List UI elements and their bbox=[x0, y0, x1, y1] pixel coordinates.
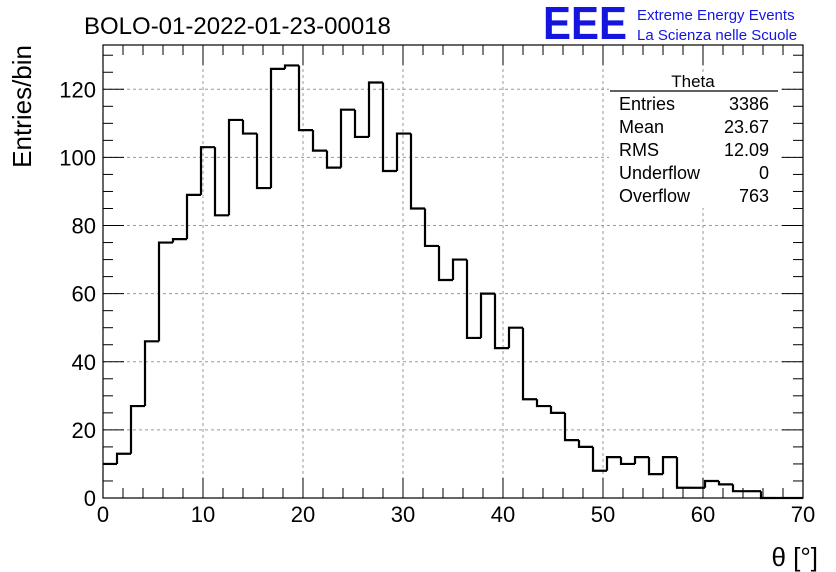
histogram-bin bbox=[227, 118, 243, 216]
histogram-bin bbox=[423, 208, 439, 248]
histogram-bin bbox=[479, 292, 495, 338]
histogram-bin bbox=[633, 456, 649, 464]
histogram-bin bbox=[703, 479, 719, 488]
x-tick-label: 30 bbox=[391, 502, 415, 527]
histogram-bin bbox=[717, 480, 733, 486]
x-tick-label: 0 bbox=[97, 502, 109, 527]
x-tick-label: 50 bbox=[591, 502, 615, 527]
grid-layer bbox=[103, 45, 803, 498]
y-tick-label: 120 bbox=[59, 77, 96, 102]
stats-value-entries: 3386 bbox=[729, 94, 769, 114]
tick-layer bbox=[102, 45, 804, 499]
histogram-bin bbox=[591, 446, 607, 472]
x-tick-label: 20 bbox=[291, 502, 315, 527]
histogram-bin bbox=[437, 245, 453, 282]
stats-value-rms: 12.09 bbox=[724, 140, 769, 160]
histogram-bin bbox=[605, 456, 621, 471]
histogram-bin bbox=[157, 241, 173, 342]
chart-title: BOLO-01-2022-01-23-00018 bbox=[84, 13, 391, 40]
histogram-bin bbox=[353, 109, 369, 139]
x-axis-label: θ [°] bbox=[771, 542, 818, 572]
x-tick-label: 40 bbox=[491, 502, 515, 527]
histogram-bin bbox=[171, 238, 187, 243]
histogram-bin bbox=[255, 133, 271, 190]
stats-label-entries: Entries bbox=[619, 94, 675, 114]
histogram-bin bbox=[283, 64, 299, 69]
stats-label-mean: Mean bbox=[619, 117, 664, 137]
histogram-bin bbox=[563, 412, 579, 442]
stats-box: Theta Entries 3386 Mean 23.67 RMS 12.09 … bbox=[609, 72, 779, 208]
histogram-bin bbox=[381, 82, 397, 173]
histogram-bin bbox=[493, 293, 509, 350]
histogram-bin bbox=[269, 67, 285, 189]
histogram-bin bbox=[675, 457, 691, 489]
stats-value-overflow: 763 bbox=[739, 186, 769, 206]
histogram-bin bbox=[577, 440, 593, 449]
y-tick-label: 0 bbox=[84, 486, 96, 511]
y-tick-label: 100 bbox=[59, 145, 96, 170]
histogram-bin bbox=[325, 150, 341, 169]
histogram-bin bbox=[213, 147, 229, 217]
histogram-layer bbox=[103, 64, 803, 500]
stats-value-mean: 23.67 bbox=[724, 117, 769, 137]
stats-label-overflow: Overflow bbox=[619, 186, 691, 206]
histogram-bin bbox=[521, 327, 537, 401]
histogram-bin bbox=[199, 146, 215, 195]
histogram-bin bbox=[143, 340, 159, 407]
x-tick-label: 10 bbox=[191, 502, 215, 527]
tick-label-layer: 0 10 20 30 40 50 60 70 0 20 40 60 80 100 120 bbox=[59, 77, 815, 527]
stats-label-rms: RMS bbox=[619, 140, 659, 160]
y-tick-label: 40 bbox=[72, 350, 96, 375]
histogram-bin bbox=[409, 133, 425, 210]
y-axis-label: Entries/bin bbox=[7, 45, 37, 168]
logo-line-1: Extreme Energy Events bbox=[637, 7, 795, 24]
histogram-bin bbox=[129, 404, 145, 454]
histogram-bin bbox=[731, 484, 747, 493]
y-tick-label: 60 bbox=[72, 282, 96, 307]
logo-line-2: La Scienza nelle Scuole bbox=[637, 27, 797, 44]
histogram-bin bbox=[507, 326, 523, 349]
histogram-bin bbox=[241, 119, 257, 135]
histogram-bin bbox=[661, 456, 677, 475]
histogram-bin bbox=[339, 108, 355, 168]
histogram-bin bbox=[619, 457, 635, 466]
stats-title: Theta bbox=[671, 72, 715, 91]
histogram-bin bbox=[311, 130, 327, 152]
histogram-bin bbox=[535, 399, 551, 408]
stats-box-background bbox=[609, 75, 779, 208]
histogram-bin bbox=[451, 258, 467, 281]
histogram-bin bbox=[549, 406, 565, 414]
histogram-bin bbox=[297, 65, 313, 132]
stats-value-underflow: 0 bbox=[759, 163, 769, 183]
y-tick-label: 20 bbox=[72, 418, 96, 443]
histogram-bin bbox=[465, 259, 481, 340]
histogram-bin bbox=[367, 81, 383, 137]
logo-mark: EEE bbox=[543, 0, 627, 49]
plot-frame bbox=[102, 44, 804, 499]
histogram-bin bbox=[185, 193, 201, 240]
y-tick-label: 80 bbox=[72, 214, 96, 239]
histogram-bin bbox=[395, 132, 411, 172]
histogram-bin bbox=[115, 452, 131, 464]
x-tick-label: 60 bbox=[691, 502, 715, 527]
stats-label-underflow: Underflow bbox=[619, 163, 701, 183]
x-tick-label: 70 bbox=[791, 502, 815, 527]
logo: EEE Extreme Energy Events La Scienza nel… bbox=[543, 0, 797, 49]
histogram-bin bbox=[647, 457, 663, 476]
